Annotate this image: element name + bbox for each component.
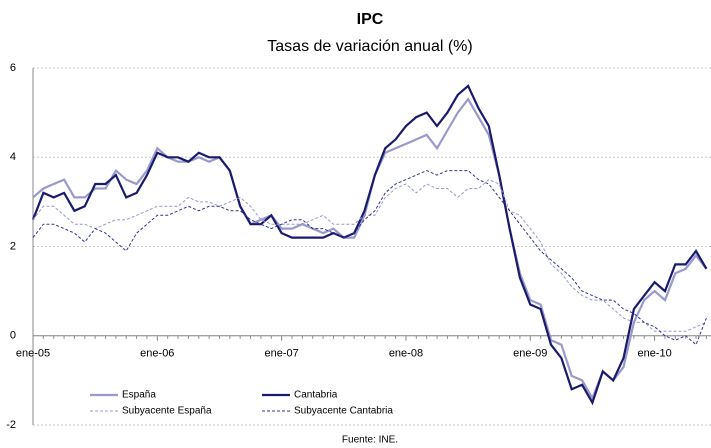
chart-title: IPC — [357, 11, 384, 28]
legend-label: Cantabria — [294, 390, 338, 401]
x-tick-label: ene-10 — [637, 348, 671, 360]
x-tick-label: ene-09 — [513, 348, 547, 360]
y-tick-label: 6 — [10, 62, 16, 74]
x-tick-label: ene-07 — [265, 348, 299, 360]
y-tick-label: 4 — [10, 151, 16, 163]
y-tick-label: -2 — [6, 419, 16, 431]
legend-label: España — [122, 390, 156, 401]
x-tick-label: ene-06 — [140, 348, 174, 360]
series-line — [32, 179, 707, 332]
series-line — [31, 84, 708, 406]
legend-label: Subyacente Cantabria — [294, 406, 393, 417]
series-line — [32, 170, 707, 346]
x-tick-label: ene-08 — [389, 348, 423, 360]
y-tick-label: 2 — [10, 240, 16, 252]
chart-subtitle: Tasas de variación anual (%) — [267, 38, 472, 55]
source-note: Fuente: INE. — [342, 435, 398, 446]
y-tick-label: 0 — [10, 330, 16, 342]
series-line — [32, 97, 708, 401]
x-tick-label: ene-05 — [16, 348, 50, 360]
legend-label: Subyacente España — [122, 406, 212, 417]
